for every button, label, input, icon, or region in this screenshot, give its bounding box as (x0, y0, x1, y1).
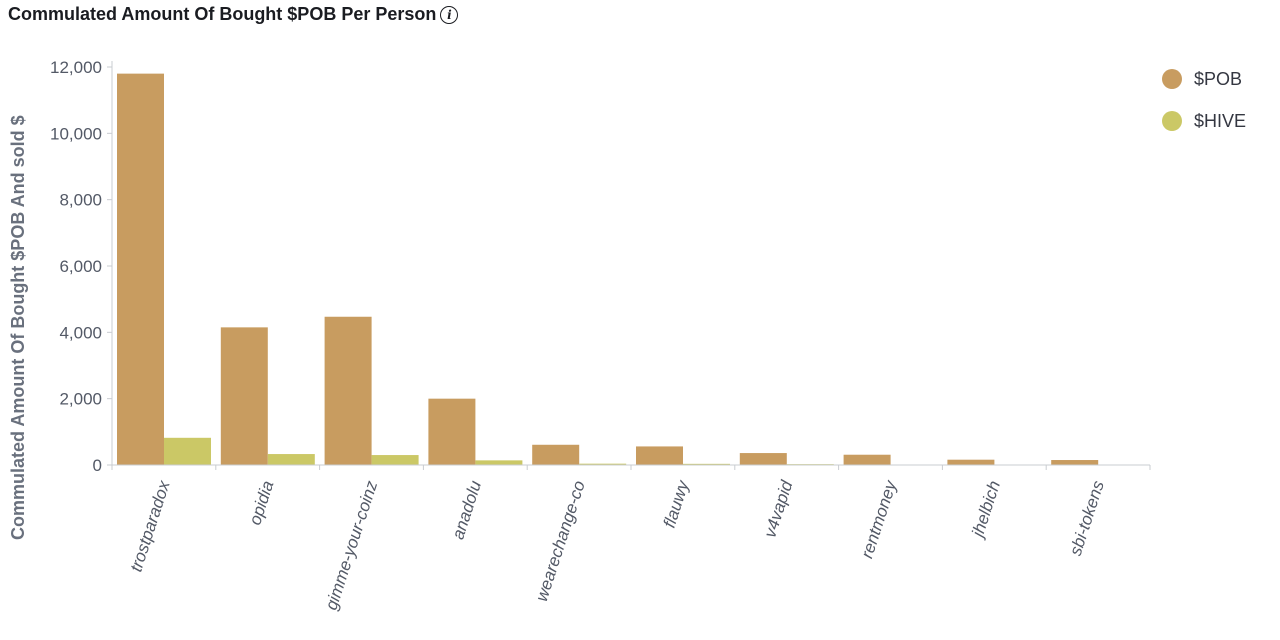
bar-pob-opidia (220, 327, 268, 465)
legend-swatch-pob (1162, 69, 1182, 89)
x-tick-label: trostparadox (126, 478, 173, 574)
legend-label-pob: $POB (1194, 68, 1243, 89)
chart-title: Commulated Amount Of Bought $POB Per Per… (8, 4, 437, 24)
y-tick-label: 2,000 (59, 390, 102, 409)
y-tick-label: 10,000 (50, 124, 102, 143)
x-axis: trostparadox opidia gimme-your-coinz anadol… (111, 464, 1151, 613)
y-tick-label: 8,000 (59, 191, 102, 210)
bar-hive-anadolu (475, 460, 523, 465)
bar-pob-flauwy (636, 446, 683, 465)
bars-group (117, 73, 1099, 465)
x-tick-label: anadolu (448, 478, 485, 542)
x-tick-label: rentmoney (857, 477, 900, 561)
legend-item-hive[interactable]: $HIVE (1162, 100, 1246, 142)
x-tick-label: jhelbich (968, 478, 1005, 541)
y-tick-label: 4,000 (59, 323, 102, 342)
bar-pob-jhelbich (947, 459, 995, 465)
legend-swatch-hive (1162, 111, 1182, 131)
bar-pob-trostparadox (117, 73, 164, 465)
bar-pob-v4vapid (739, 453, 787, 465)
bar-pob-sbi-tokens (1051, 460, 1099, 465)
y-tick-label: 6,000 (59, 257, 102, 276)
bar-hive-trostparadox (164, 437, 211, 465)
bar-pob-anadolu (428, 398, 476, 465)
legend: $POB $HIVE (1162, 58, 1246, 142)
x-tick-label: flauwy (660, 477, 693, 530)
chart-header: Commulated Amount Of Bought $POB Per Per… (8, 4, 459, 25)
bar-hive-flauwy (683, 463, 730, 465)
legend-item-pob[interactable]: $POB (1162, 58, 1246, 100)
x-tick-label: v4vapid (760, 478, 796, 540)
legend-label-hive: $HIVE (1194, 110, 1247, 131)
info-icon[interactable]: i (440, 5, 459, 24)
x-tick-label: gimme-your-coinz (322, 478, 382, 613)
bar-pob-rentmoney (843, 454, 891, 465)
y-tick-label: 0 (93, 456, 102, 475)
bar-hive-opidia (267, 454, 315, 465)
y-tick-label: 12,000 (50, 58, 102, 77)
x-tick-label: opidia (245, 478, 277, 527)
x-tick-label: sbi-tokens (1066, 478, 1108, 558)
y-axis: 0 2,000 4,000 6,000 8,000 10,000 12,000 (50, 58, 113, 475)
y-axis-label: Commulated Amount Of Bought $POB And sol… (8, 115, 28, 540)
bar-pob-wearechange-co (532, 444, 580, 465)
bar-hive-gimme-your-coinz (371, 455, 419, 465)
x-tick-label: wearechange-co (532, 478, 589, 603)
bar-hive-wearechange-co (579, 463, 627, 465)
bar-pob-gimme-your-coinz (324, 316, 372, 465)
